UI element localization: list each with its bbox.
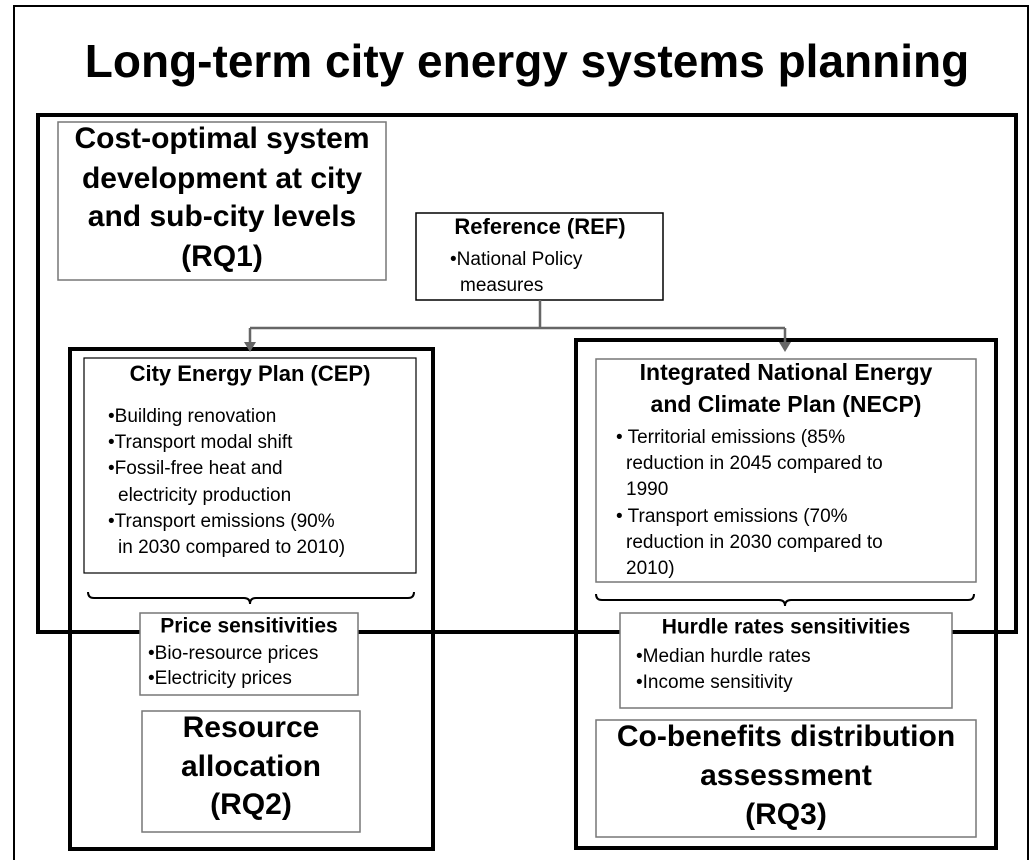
brace: [87, 591, 415, 605]
cep-bullet: in 2030 compared to 2010): [118, 537, 345, 558]
necp-bullet: • Transport emissions (70%: [616, 506, 848, 527]
rq1-text: (RQ1): [181, 240, 263, 273]
rq1-text: and sub-city levels: [88, 200, 356, 233]
necp-bullet: • Territorial emissions (85%: [616, 427, 845, 448]
rq1-text: development at city: [82, 162, 362, 195]
hurdle-box: [619, 612, 953, 709]
necp-box: [595, 358, 977, 583]
rq2-text: allocation: [181, 750, 321, 783]
hurdle-bullet: •Income sensitivity: [636, 672, 793, 693]
reference-bullet: measures: [460, 275, 543, 296]
outer-border: [13, 5, 1029, 860]
cep-bullet: electricity production: [118, 485, 291, 506]
necp-bullet: 2010): [626, 558, 675, 579]
hurdle-bullet: •Median hurdle rates: [636, 646, 811, 667]
price-bullet: •Bio-resource prices: [148, 643, 318, 664]
price-title: Price sensitivities: [160, 615, 337, 638]
rq2-text: (RQ2): [210, 788, 292, 821]
rq3-text: assessment: [700, 759, 872, 792]
rq1-text: Cost-optimal system: [74, 122, 369, 155]
title: Long-term city energy systems planning: [85, 35, 969, 87]
hurdle-title: Hurdle rates sensitivities: [662, 616, 911, 639]
price-bullet: •Electricity prices: [148, 668, 292, 689]
necp-title: and Climate Plan (NECP): [651, 391, 922, 417]
cep-bullet: •Transport modal shift: [108, 432, 293, 453]
cep-bullet: •Fossil-free heat and: [108, 458, 283, 479]
cep-title: City Energy Plan (CEP): [130, 361, 371, 386]
price-box: [139, 612, 359, 696]
necp-bullet: 1990: [626, 479, 668, 500]
rq1-box: [57, 121, 387, 281]
connector: [248, 300, 787, 346]
reference-bullet: •National Policy: [450, 249, 583, 270]
cep-bullet: •Transport emissions (90%: [108, 511, 335, 532]
reference-title: Reference (REF): [454, 214, 625, 239]
rq3-text: Co-benefits distribution: [617, 720, 955, 753]
city-frame: [36, 113, 1018, 634]
rq3-text: (RQ3): [745, 798, 827, 831]
cep-bullet: •Building renovation: [108, 406, 276, 427]
rq2-box: [141, 710, 361, 833]
necp-bullet: reduction in 2045 compared to: [626, 453, 883, 474]
cep-box: [83, 357, 417, 574]
brace: [595, 593, 975, 607]
rq2-text: Resource: [183, 711, 320, 744]
necp-title: Integrated National Energy: [640, 359, 933, 385]
rq3-box: [595, 719, 977, 838]
necp-bullet: reduction in 2030 compared to: [626, 532, 883, 553]
